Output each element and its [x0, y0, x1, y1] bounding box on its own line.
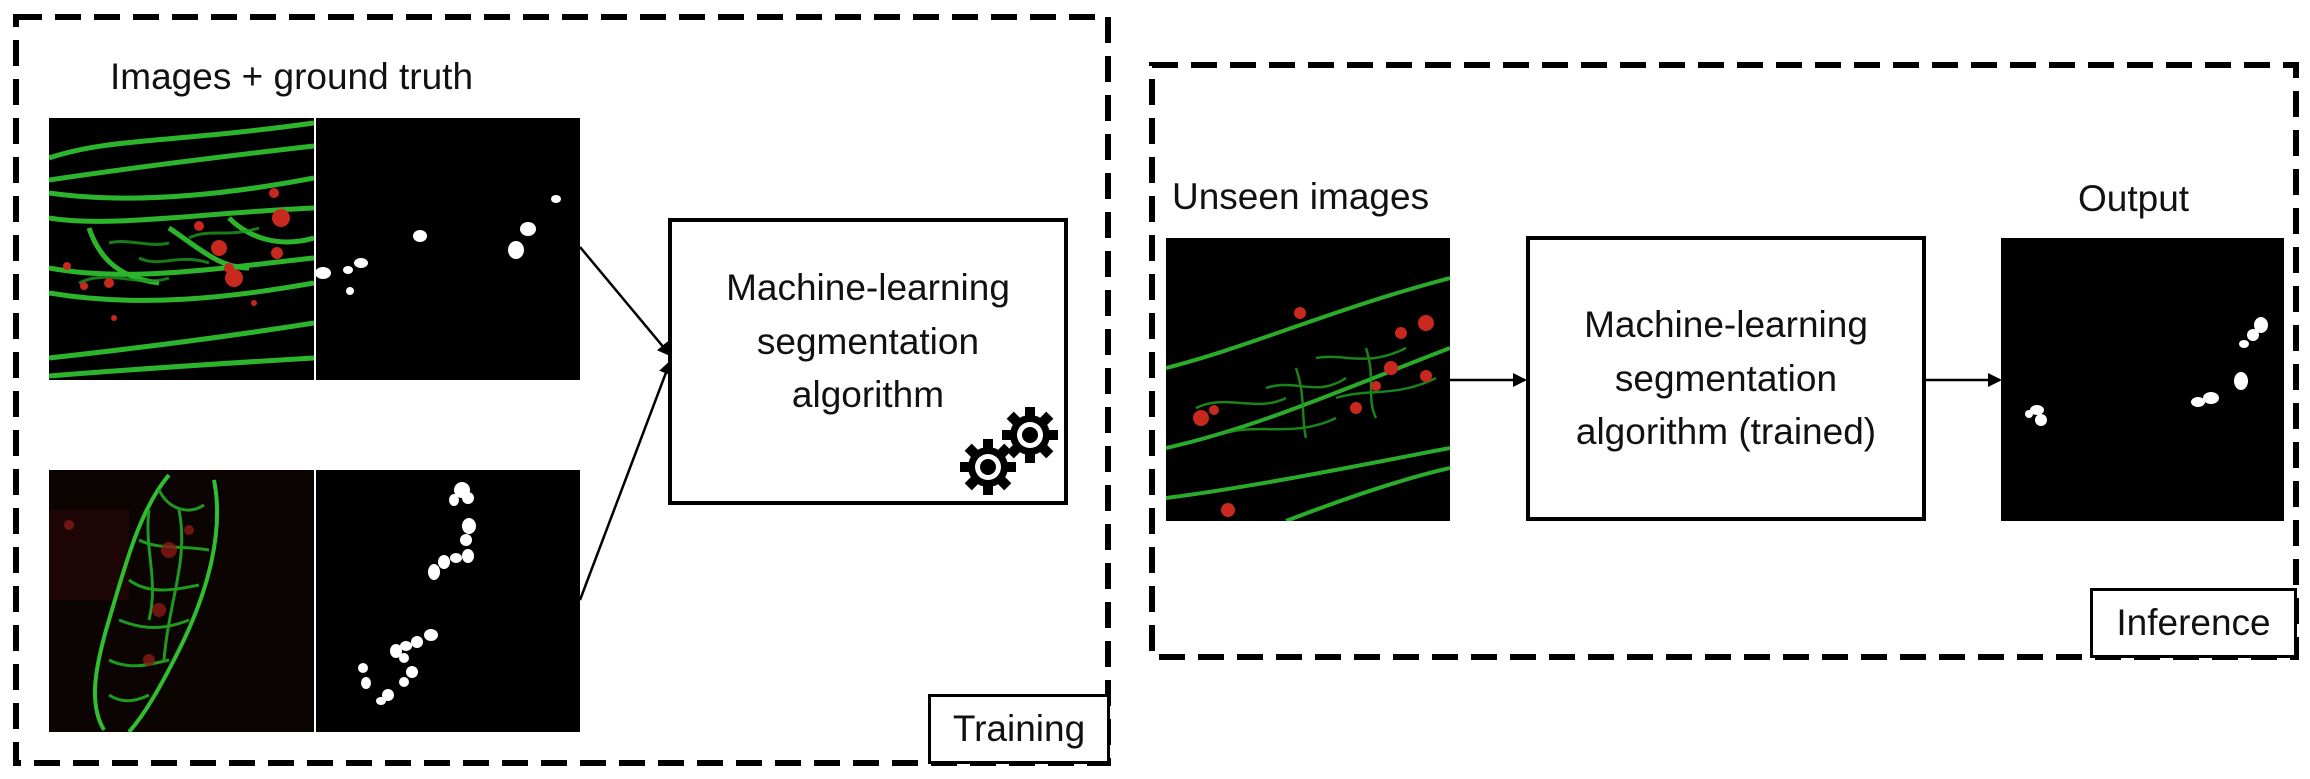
training-title: Images + ground truth: [110, 56, 474, 97]
inference-algorithm-line-3: algorithm (trained): [1575, 411, 1877, 453]
training-image-2: [49, 470, 314, 732]
arrow-bottom-to-algorithm: [578, 360, 673, 601]
training-algorithm-line-2: segmentation: [756, 320, 980, 362]
unseen-image: [1166, 238, 1450, 521]
inference-algorithm-line-1: Machine-learning: [1584, 304, 1868, 346]
training-algorithm-line-3: algorithm: [791, 374, 945, 416]
inference-algorithm-box: Machine-learning segmentation algorithm …: [1526, 236, 1926, 521]
training-image-1: [49, 118, 314, 380]
gear-icon: [960, 407, 1058, 495]
inference-algorithm-line-2: segmentation: [1614, 357, 1838, 399]
training-tag: Training: [928, 694, 1110, 764]
inference-tag: Inference: [2090, 588, 2297, 658]
arrow-top-to-algorithm: [579, 246, 672, 357]
training-mask-2: [316, 470, 580, 732]
training-algorithm-line-1: Machine-learning: [726, 267, 1010, 309]
inference-output-label: Output: [2078, 178, 2190, 219]
inference-input-label: Unseen images: [1172, 176, 1430, 217]
training-dashed-border: [13, 14, 1111, 766]
training-mask-1: [316, 118, 580, 380]
inference-dashed-border: [1149, 62, 2299, 660]
output-mask: [2001, 238, 2284, 521]
